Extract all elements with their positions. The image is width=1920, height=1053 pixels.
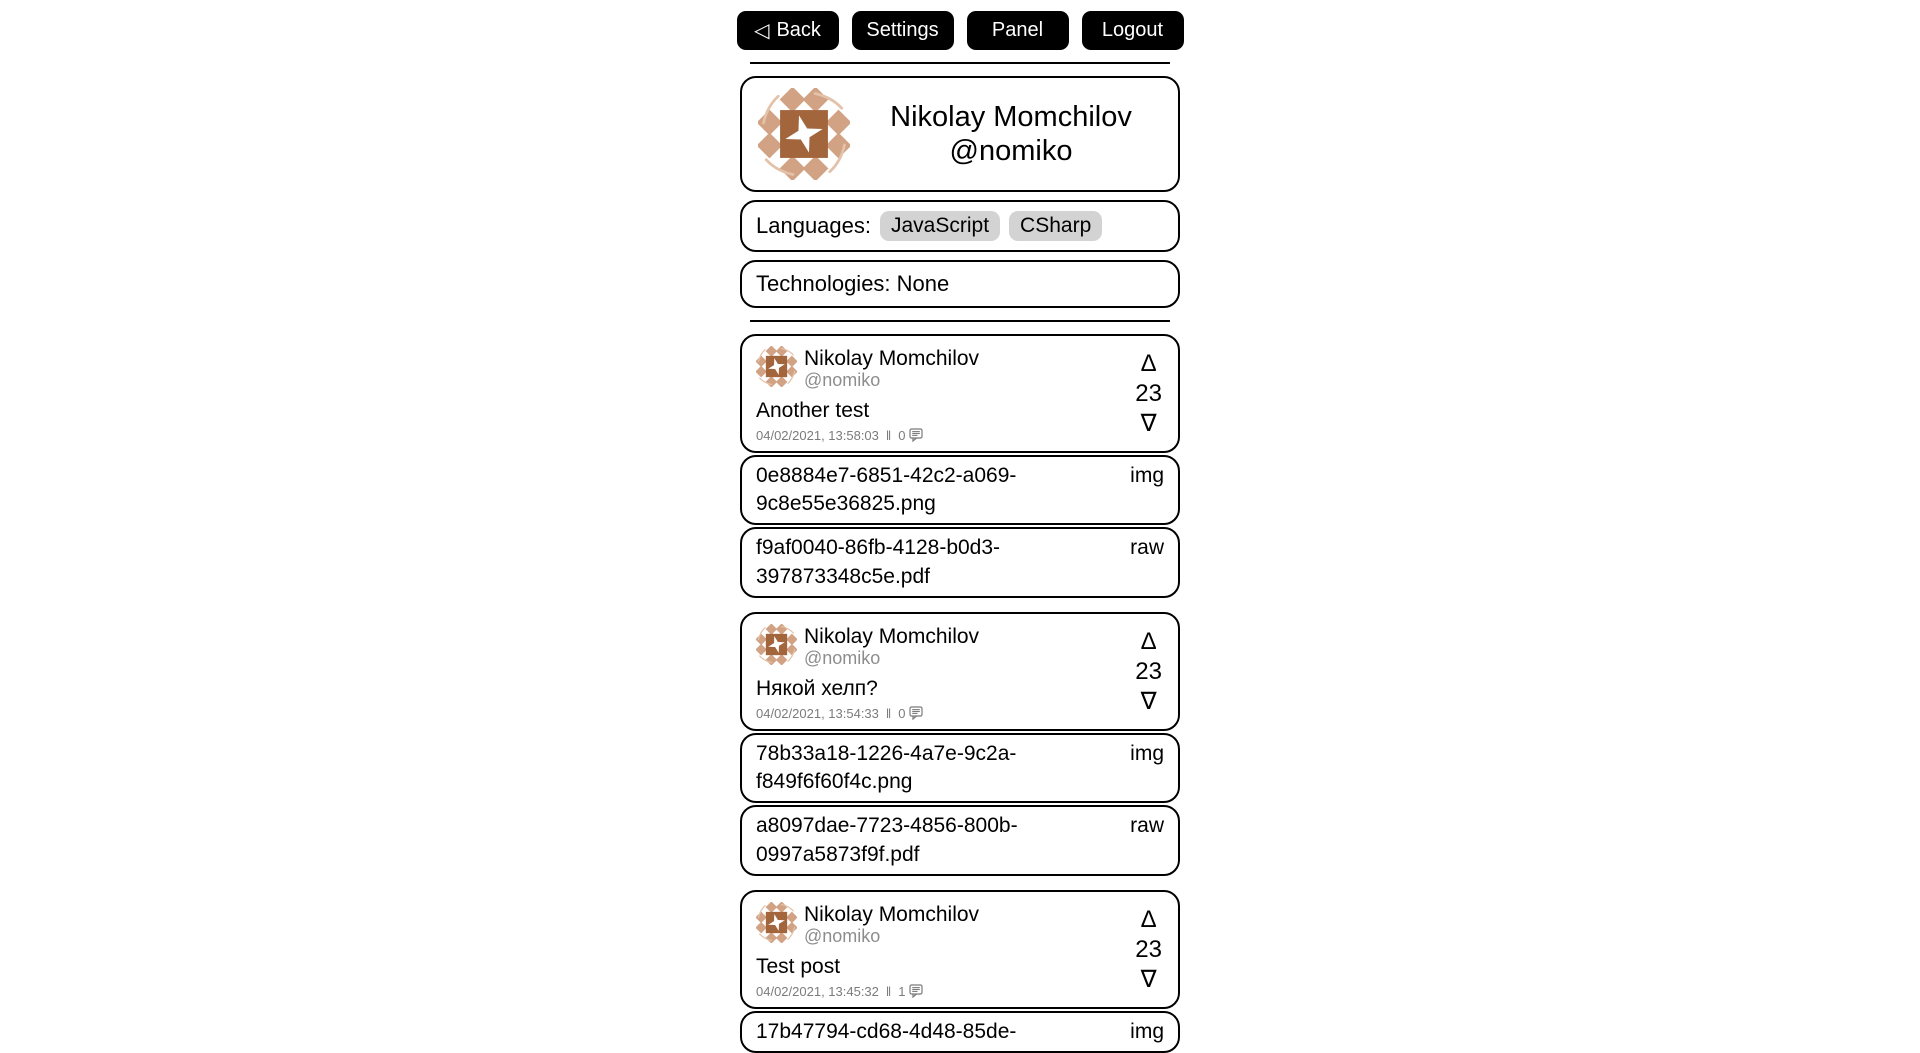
comment-icon [908, 428, 923, 442]
post-group: Nikolay Momchilov @nomiko Някой хелп? 04… [740, 612, 1180, 877]
post-author: Nikolay Momchilov [804, 625, 980, 649]
post-header: Nikolay Momchilov @nomiko [756, 624, 1129, 670]
post-header: Nikolay Momchilov @nomiko [756, 902, 1129, 948]
comment-icon [908, 984, 923, 998]
attachment-row[interactable]: f9af0040-86fb-4128-b0d3-397873348c5e.pdf… [740, 527, 1180, 599]
vote-count: 23 [1135, 380, 1162, 408]
attachment-filename: 78b33a18-1226-4a7e-9c2a-f849f6f60f4c.png [756, 741, 1017, 794]
post-author: Nikolay Momchilov [804, 347, 980, 370]
language-tag-csharp: CSharp [1009, 211, 1103, 241]
post-author-block: Nikolay Momchilov @nomiko [804, 346, 979, 392]
post-title: Test post [756, 954, 841, 978]
languages-label: Languages: [756, 213, 871, 238]
technologies-card: Technologies: None [740, 260, 1180, 308]
back-button-label: Back [776, 19, 821, 41]
profile-name: Nikolay Momchilov [890, 100, 1132, 133]
divider-posts [750, 320, 1170, 322]
vote-column: Δ 23 ∇ [1129, 624, 1168, 721]
comment-count: 1 [898, 983, 923, 999]
upvote-button[interactable]: Δ [1140, 628, 1157, 656]
attachment-filename: a8097dae-7723-4856-800b-0997a5873f9f.pdf [756, 814, 1018, 866]
post-author-block: Nikolay Momchilov @nomiko [804, 624, 979, 670]
post-meta: 04/02/2021, 13:45:32 ‖ 1 [756, 984, 1129, 999]
attachment-filename: 17b47794-cd68-4d48-85de- [756, 1019, 1017, 1043]
vote-column: Δ 23 ∇ [1129, 346, 1168, 443]
settings-button[interactable]: Settings [851, 11, 954, 50]
post-card[interactable]: Nikolay Momchilov @nomiko Test post 04/0… [740, 890, 1180, 1009]
downvote-button[interactable]: ∇ [1140, 966, 1157, 994]
post-meta: 04/02/2021, 13:58:03 ‖ 0 [756, 428, 1129, 443]
attachment-filename: f9af0040-86fb-4128-b0d3-397873348c5e.pdf [756, 536, 1001, 588]
attachment-type-badge: raw [1130, 536, 1164, 560]
comment-count-value: 0 [898, 705, 906, 721]
meta-separator: ‖ [885, 705, 892, 721]
vote-column: Δ 23 ∇ [1129, 902, 1168, 999]
profile-page: Nikolay Momchilov @nomiko Languages: Jav… [740, 62, 1180, 1053]
post-avatar-identicon [756, 346, 797, 387]
logout-button[interactable]: Logout [1081, 11, 1184, 50]
attachment-type-badge: img [1130, 1019, 1164, 1043]
post-meta: 04/02/2021, 13:54:33 ‖ 0 [756, 706, 1129, 721]
attachment-row[interactable]: 78b33a18-1226-4a7e-9c2a-f849f6f60f4c.png… [740, 732, 1180, 804]
back-icon: ◁ [754, 20, 770, 42]
top-navigation: ◁ Back Settings Panel Logout [0, 0, 1920, 50]
post-title: Някой хелп? [756, 676, 878, 700]
downvote-button[interactable]: ∇ [1140, 688, 1157, 716]
post-author-handle: @nomiko [804, 370, 881, 391]
post-card[interactable]: Nikolay Momchilov @nomiko Някой хелп? 04… [740, 612, 1180, 731]
language-tag-javascript: JavaScript [880, 211, 1001, 241]
divider-top [750, 62, 1170, 64]
post-title: Another test [756, 398, 870, 422]
profile-names: Nikolay Momchilov @nomiko [860, 100, 1162, 168]
attachment-row[interactable]: a8097dae-7723-4856-800b-0997a5873f9f.pdf… [740, 805, 1180, 877]
profile-card: Nikolay Momchilov @nomiko [740, 76, 1180, 192]
technologies-text: Technologies: None [756, 271, 950, 296]
comment-count-value: 0 [898, 427, 906, 443]
post-main: Nikolay Momchilov @nomiko Another test 0… [756, 346, 1129, 443]
post-main: Nikolay Momchilov @nomiko Test post 04/0… [756, 902, 1129, 999]
post-author-block: Nikolay Momchilov @nomiko [804, 902, 979, 948]
profile-avatar-identicon [758, 88, 850, 180]
post-group: Nikolay Momchilov @nomiko Another test 0… [740, 334, 1180, 599]
post-card[interactable]: Nikolay Momchilov @nomiko Another test 0… [740, 334, 1180, 453]
attachment-type-badge: img [1130, 463, 1164, 487]
attachment-row[interactable]: 17b47794-cd68-4d48-85de- img [740, 1010, 1180, 1053]
vote-count: 23 [1135, 658, 1162, 686]
post-timestamp: 04/02/2021, 13:45:32 [756, 983, 879, 999]
post-author-handle: @nomiko [804, 926, 881, 947]
comment-icon [908, 706, 923, 720]
upvote-button[interactable]: Δ [1140, 350, 1157, 378]
back-button[interactable]: ◁ Back [736, 11, 839, 50]
attachment-row[interactable]: 0e8884e7-6851-42c2-a069-9c8e55e36825.png… [740, 454, 1180, 526]
attachment-type-badge: raw [1130, 814, 1164, 838]
languages-card: Languages: JavaScript CSharp [740, 200, 1180, 252]
post-avatar-identicon [756, 902, 797, 944]
post-main: Nikolay Momchilov @nomiko Някой хелп? 04… [756, 624, 1129, 721]
post-author-handle: @nomiko [804, 648, 881, 669]
post-header: Nikolay Momchilov @nomiko [756, 346, 1129, 392]
downvote-button[interactable]: ∇ [1140, 410, 1157, 438]
profile-handle: @nomiko [949, 135, 1073, 167]
vote-count: 23 [1135, 936, 1162, 964]
post-group: Nikolay Momchilov @nomiko Test post 04/0… [740, 890, 1180, 1053]
post-timestamp: 04/02/2021, 13:58:03 [756, 427, 879, 443]
panel-button[interactable]: Panel [966, 11, 1069, 50]
meta-separator: ‖ [885, 983, 892, 999]
attachment-filename: 0e8884e7-6851-42c2-a069-9c8e55e36825.png [756, 463, 1017, 516]
upvote-button[interactable]: Δ [1140, 906, 1157, 934]
post-avatar-identicon [756, 624, 797, 666]
comment-count: 0 [898, 427, 923, 443]
meta-separator: ‖ [885, 427, 892, 443]
post-author: Nikolay Momchilov [804, 903, 980, 927]
comment-count-value: 1 [898, 983, 906, 999]
comment-count: 0 [898, 705, 923, 721]
attachment-type-badge: img [1130, 741, 1164, 765]
post-timestamp: 04/02/2021, 13:54:33 [756, 705, 879, 721]
